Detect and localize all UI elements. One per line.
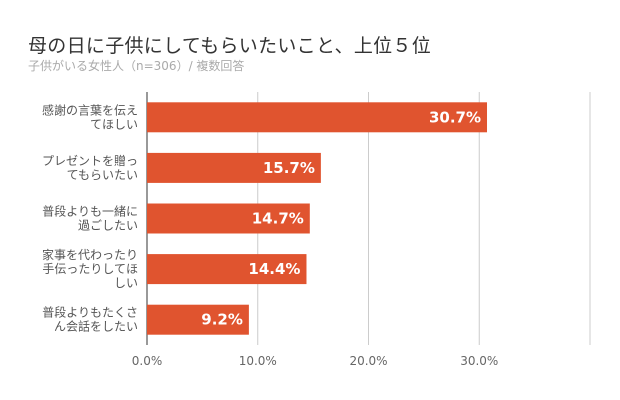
bar [147,304,249,335]
bar [147,254,307,285]
bar [147,152,321,183]
data-label: 15.7% [263,159,315,177]
chart-subtitle: 子供がいる女性人（n=306）/ 複数回答 [28,59,245,73]
category-label: ん会話をしたい [54,319,138,334]
category-label: 家事を代わったり [42,247,138,262]
x-tick-label: 0.0% [132,354,163,368]
category-label: てもらいたい [67,168,138,182]
category-label: 普段よりもたくさ [42,305,138,320]
category-label: 過ごしたい [78,218,138,233]
x-tick-label: 30.0% [460,354,498,368]
category-label: プレゼントを贈っ [42,153,138,168]
data-label: 14.4% [248,260,300,278]
data-label: 14.7% [252,210,304,228]
bar [147,203,310,234]
category-label: てほしい [90,117,138,131]
data-label: 30.7% [429,108,481,126]
bar [147,102,488,133]
category-label: 手伝ったりしてほ [42,262,138,276]
x-tick-label: 10.0% [239,354,277,368]
category-label: しい [114,276,138,290]
category-label: 感謝の言葉を伝え [42,102,138,117]
x-tick-label: 20.0% [349,354,387,368]
chart-title: 母の日に子供にしてもらいたいこと、上位５位 [28,35,432,57]
category-label: 普段よりも一緒に [42,204,138,219]
data-label: 9.2% [201,311,243,329]
